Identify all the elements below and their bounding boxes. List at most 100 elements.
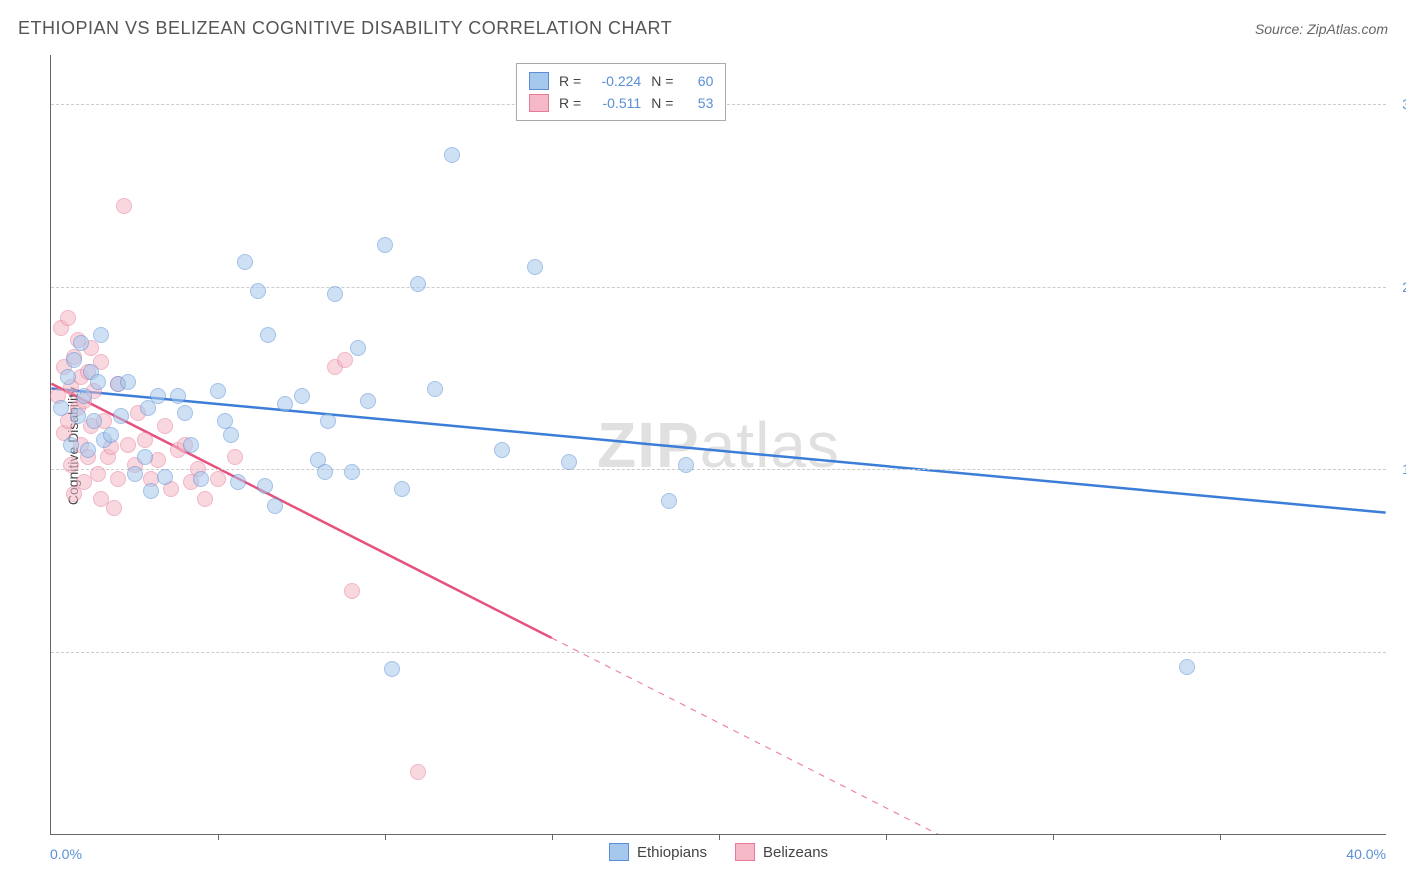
gridline: [51, 652, 1386, 653]
scatter-point-belizeans: [150, 452, 166, 468]
scatter-point-ethiopians: [193, 471, 209, 487]
scatter-point-ethiopians: [427, 381, 443, 397]
scatter-point-ethiopians: [394, 481, 410, 497]
y-tick-label: 15.0%: [1402, 461, 1406, 477]
scatter-point-belizeans: [157, 418, 173, 434]
scatter-point-ethiopians: [260, 327, 276, 343]
legend-swatch-ethiopians: [529, 72, 549, 90]
legend-swatch-belizeans: [735, 843, 755, 861]
legend-stat-row-ethiopians: R = -0.224 N = 60: [529, 70, 713, 92]
legend-r-value-ethiopians: -0.224: [591, 73, 641, 89]
header-row: ETHIOPIAN VS BELIZEAN COGNITIVE DISABILI…: [18, 18, 1388, 39]
x-axis-max-label: 40.0%: [1346, 846, 1386, 862]
legend-swatch-belizeans: [529, 94, 549, 112]
scatter-point-ethiopians: [170, 388, 186, 404]
x-tick-mark: [552, 834, 553, 840]
scatter-point-ethiopians: [80, 442, 96, 458]
scatter-point-ethiopians: [444, 147, 460, 163]
scatter-point-ethiopians: [377, 237, 393, 253]
legend-n-label: N =: [651, 95, 673, 111]
scatter-point-ethiopians: [63, 437, 79, 453]
y-tick-label: 30.0%: [1402, 96, 1406, 112]
legend-n-value-belizeans: 53: [683, 95, 713, 111]
legend-r-value-belizeans: -0.511: [591, 95, 641, 111]
scatter-point-ethiopians: [103, 427, 119, 443]
regression-lines-layer: [51, 55, 1386, 834]
scatter-point-ethiopians: [137, 449, 153, 465]
regression-line-ethiopians: [51, 389, 1385, 513]
source-credit: Source: ZipAtlas.com: [1255, 21, 1388, 37]
scatter-point-ethiopians: [127, 466, 143, 482]
legend-n-label: N =: [651, 73, 673, 89]
scatter-point-belizeans: [210, 471, 226, 487]
scatter-point-ethiopians: [360, 393, 376, 409]
scatter-point-ethiopians: [53, 400, 69, 416]
x-tick-mark: [1053, 834, 1054, 840]
scatter-point-ethiopians: [177, 405, 193, 421]
scatter-point-ethiopians: [277, 396, 293, 412]
scatter-point-belizeans: [120, 437, 136, 453]
scatter-point-ethiopians: [494, 442, 510, 458]
scatter-point-ethiopians: [230, 474, 246, 490]
legend-correlation-box: R = -0.224 N = 60 R = -0.511 N = 53: [516, 63, 726, 121]
scatter-point-ethiopians: [76, 388, 92, 404]
source-prefix: Source:: [1255, 21, 1307, 37]
scatter-point-ethiopians: [257, 478, 273, 494]
scatter-point-ethiopians: [267, 498, 283, 514]
scatter-point-ethiopians: [86, 413, 102, 429]
scatter-point-ethiopians: [120, 374, 136, 390]
legend-item-belizeans: Belizeans: [735, 843, 828, 861]
scatter-point-ethiopians: [350, 340, 366, 356]
scatter-point-ethiopians: [183, 437, 199, 453]
source-name: ZipAtlas.com: [1307, 21, 1388, 37]
legend-series: Ethiopians Belizeans: [51, 843, 1386, 861]
scatter-point-ethiopians: [237, 254, 253, 270]
scatter-point-ethiopians: [66, 352, 82, 368]
scatter-point-ethiopians: [70, 408, 86, 424]
scatter-point-ethiopians: [113, 408, 129, 424]
legend-r-label: R =: [559, 73, 581, 89]
scatter-point-belizeans: [197, 491, 213, 507]
scatter-point-belizeans: [410, 764, 426, 780]
scatter-point-ethiopians: [60, 369, 76, 385]
x-tick-mark: [719, 834, 720, 840]
legend-label-ethiopians: Ethiopians: [637, 844, 707, 861]
scatter-point-ethiopians: [527, 259, 543, 275]
scatter-point-belizeans: [337, 352, 353, 368]
x-tick-mark: [886, 834, 887, 840]
legend-item-ethiopians: Ethiopians: [609, 843, 707, 861]
x-axis-min-label: 0.0%: [50, 846, 82, 862]
regression-line-belizeans: [51, 384, 551, 638]
chart-container: ETHIOPIAN VS BELIZEAN COGNITIVE DISABILI…: [0, 0, 1406, 892]
chart-title: ETHIOPIAN VS BELIZEAN COGNITIVE DISABILI…: [18, 18, 672, 39]
legend-swatch-ethiopians: [609, 843, 629, 861]
watermark: ZIPatlas: [597, 408, 840, 482]
scatter-point-ethiopians: [344, 464, 360, 480]
scatter-point-ethiopians: [561, 454, 577, 470]
legend-label-belizeans: Belizeans: [763, 844, 828, 861]
scatter-point-ethiopians: [223, 427, 239, 443]
x-tick-mark: [1220, 834, 1221, 840]
scatter-point-ethiopians: [327, 286, 343, 302]
scatter-point-ethiopians: [150, 388, 166, 404]
y-tick-label: 22.5%: [1402, 279, 1406, 295]
legend-r-label: R =: [559, 95, 581, 111]
plot-area: ZIPatlas R =-0.224N =60R =-0.511N =53 Et…: [50, 55, 1386, 835]
scatter-point-ethiopians: [1179, 659, 1195, 675]
x-tick-mark: [385, 834, 386, 840]
scatter-point-ethiopians: [384, 661, 400, 677]
scatter-point-ethiopians: [661, 493, 677, 509]
scatter-point-ethiopians: [217, 413, 233, 429]
legend-n-value-ethiopians: 60: [683, 73, 713, 89]
scatter-point-ethiopians: [90, 374, 106, 390]
scatter-point-belizeans: [90, 466, 106, 482]
scatter-point-ethiopians: [143, 483, 159, 499]
x-tick-mark: [218, 834, 219, 840]
scatter-point-ethiopians: [250, 283, 266, 299]
scatter-point-belizeans: [110, 471, 126, 487]
scatter-point-ethiopians: [210, 383, 226, 399]
scatter-point-ethiopians: [294, 388, 310, 404]
scatter-point-belizeans: [344, 583, 360, 599]
scatter-point-ethiopians: [93, 327, 109, 343]
scatter-point-belizeans: [60, 310, 76, 326]
